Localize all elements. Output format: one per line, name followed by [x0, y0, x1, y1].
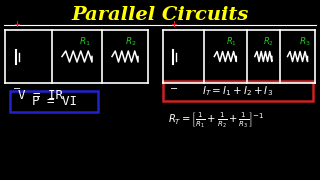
Text: $R_2$: $R_2$	[263, 36, 274, 48]
Bar	[163, 81, 313, 101]
Text: $R_1$: $R_1$	[226, 36, 237, 48]
Text: $R_T = \left[\frac{1}{R_1} + \frac{1}{R_2} + \frac{1}{R_3}\right]^{-1}$: $R_T = \left[\frac{1}{R_1} + \frac{1}{R_…	[168, 110, 264, 130]
Text: $I_T = I_1 + I_2 + I_3$: $I_T = I_1 + I_2 + I_3$	[203, 84, 274, 98]
Text: +: +	[13, 20, 20, 29]
Text: $R_2$: $R_2$	[125, 35, 137, 48]
Bar	[10, 91, 98, 112]
Text: −: −	[13, 84, 21, 94]
Text: −: −	[170, 84, 178, 94]
Text: P = VI: P = VI	[31, 95, 76, 108]
Text: $R_3$: $R_3$	[299, 36, 310, 48]
Text: +: +	[171, 20, 178, 29]
Text: $R_1$: $R_1$	[79, 35, 91, 48]
Text: Parallel Circuits: Parallel Circuits	[71, 6, 249, 24]
Text: V = IR: V = IR	[18, 89, 63, 102]
